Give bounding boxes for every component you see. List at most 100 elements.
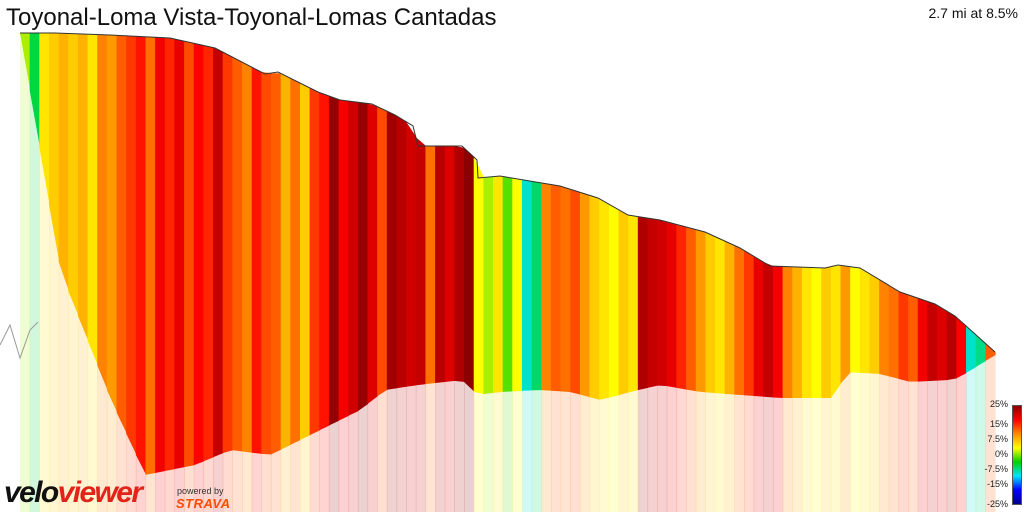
grade-segment-reflection — [695, 391, 706, 512]
grade-segment-reflection — [357, 403, 369, 512]
grade-segment-reflection — [328, 420, 340, 512]
grade-segment — [155, 37, 166, 473]
grade-segment — [927, 301, 938, 382]
grade-segment-reflection — [879, 373, 890, 512]
grade-segment-reflection — [290, 440, 301, 512]
grade-segment — [782, 266, 793, 398]
grade-segment-reflection — [473, 391, 484, 512]
grade-segment-reflection — [145, 472, 156, 512]
grade-segment-reflection — [811, 398, 822, 512]
grade-segment-reflection — [87, 340, 98, 512]
grade-segment — [975, 334, 986, 368]
grade-segment — [338, 99, 349, 421]
grade-segment-reflection — [97, 365, 108, 512]
grade-segment — [715, 236, 726, 394]
grade-segment-reflection — [164, 469, 176, 512]
legend-tick: 25% — [989, 399, 1008, 409]
grade-segment — [830, 265, 842, 398]
grade-segment-reflection — [367, 396, 378, 512]
grade-segment-reflection — [772, 397, 784, 512]
grade-segment — [319, 92, 330, 431]
grade-segment-reflection — [232, 450, 243, 512]
profile-top-outline — [20, 32, 996, 353]
grade-segment — [309, 87, 320, 436]
grade-segment-reflection — [715, 393, 726, 512]
grade-segment — [937, 305, 948, 381]
logo-viewer: viewer — [57, 476, 143, 509]
grade-segment — [705, 232, 716, 394]
grade-segment — [888, 285, 900, 379]
grade-segment-reflection — [666, 386, 678, 512]
grade-segment — [357, 102, 369, 412]
grade-segment — [39, 33, 50, 205]
grade-segment — [985, 343, 996, 362]
grade-segment — [734, 245, 745, 396]
grade-segment — [106, 34, 118, 413]
grade-segment — [48, 33, 60, 262]
grade-segment — [772, 266, 784, 398]
strava-logo[interactable]: STRAVA — [176, 496, 231, 511]
grade-segment-reflection — [637, 387, 649, 512]
grade-segment-reflection — [251, 452, 262, 512]
grade-segment — [966, 325, 977, 374]
grade-segment-reflection — [116, 412, 127, 512]
grade-segment — [184, 41, 195, 468]
grade-segment-reflection — [821, 398, 832, 512]
grade-segment — [531, 181, 542, 391]
grade-segment-reflection — [560, 391, 571, 512]
legend-tick: 7.5% — [987, 434, 1008, 444]
grade-segment — [792, 266, 803, 398]
grade-segment-reflection — [937, 380, 948, 512]
grade-segment-reflection — [319, 425, 330, 512]
grade-segment — [348, 101, 359, 416]
grade-segment-reflection — [464, 382, 475, 512]
grade-segment — [473, 156, 484, 395]
grade-segment-reflection — [261, 453, 272, 512]
grade-segment-reflection — [29, 90, 40, 512]
legend-tick: -25% — [986, 499, 1008, 509]
grade-segment-reflection — [859, 372, 871, 512]
grade-segment-reflection — [377, 389, 388, 512]
legend-tick: 0% — [994, 449, 1008, 459]
grade-segment-reflection — [203, 457, 214, 512]
grade-segment — [126, 35, 137, 455]
grade-segment — [20, 33, 31, 91]
grade-segment-reflection — [406, 385, 417, 512]
grade-segment — [261, 72, 272, 455]
grade-segment — [850, 266, 861, 373]
grade-segment — [647, 218, 658, 388]
grade-segment — [840, 265, 851, 384]
grade-segment — [483, 176, 494, 395]
grade-segment — [29, 33, 40, 148]
grade-segment-reflection — [348, 411, 359, 512]
grade-segment-reflection — [58, 261, 69, 512]
grade-segment — [435, 146, 446, 384]
grade-segment-reflection — [213, 453, 224, 512]
grade-segment — [377, 106, 388, 397]
grade-segment — [68, 33, 79, 316]
grade-segment-reflection — [966, 367, 977, 512]
partial-gridline-icon — [0, 321, 39, 360]
grade-segment — [58, 33, 69, 292]
powered-by-label: powered by — [177, 486, 224, 496]
grade-segment — [521, 179, 533, 391]
grade-segment — [946, 311, 957, 381]
route-title: Toyonal-Loma Vista-Toyonal-Lomas Cantada… — [6, 4, 497, 31]
grade-segment — [599, 198, 610, 400]
grade-segment-reflection — [830, 383, 842, 512]
route-summary: 2.7 mi at 8.5% — [928, 5, 1019, 21]
grade-segment — [270, 73, 282, 455]
grade-segment-reflection — [724, 393, 735, 512]
grade-segment — [579, 192, 591, 398]
grade-segment — [242, 62, 253, 453]
grade-segment — [512, 178, 523, 392]
grade-segment — [560, 186, 571, 393]
grade-segment — [116, 35, 127, 434]
veloviewer-logo[interactable]: veloviewer — [4, 476, 143, 509]
grade-segment-reflection — [242, 451, 253, 512]
grade-segment — [87, 34, 98, 366]
grade-segment — [425, 146, 436, 385]
grade-segment-reflection — [531, 390, 542, 512]
grade-segment — [821, 266, 832, 398]
